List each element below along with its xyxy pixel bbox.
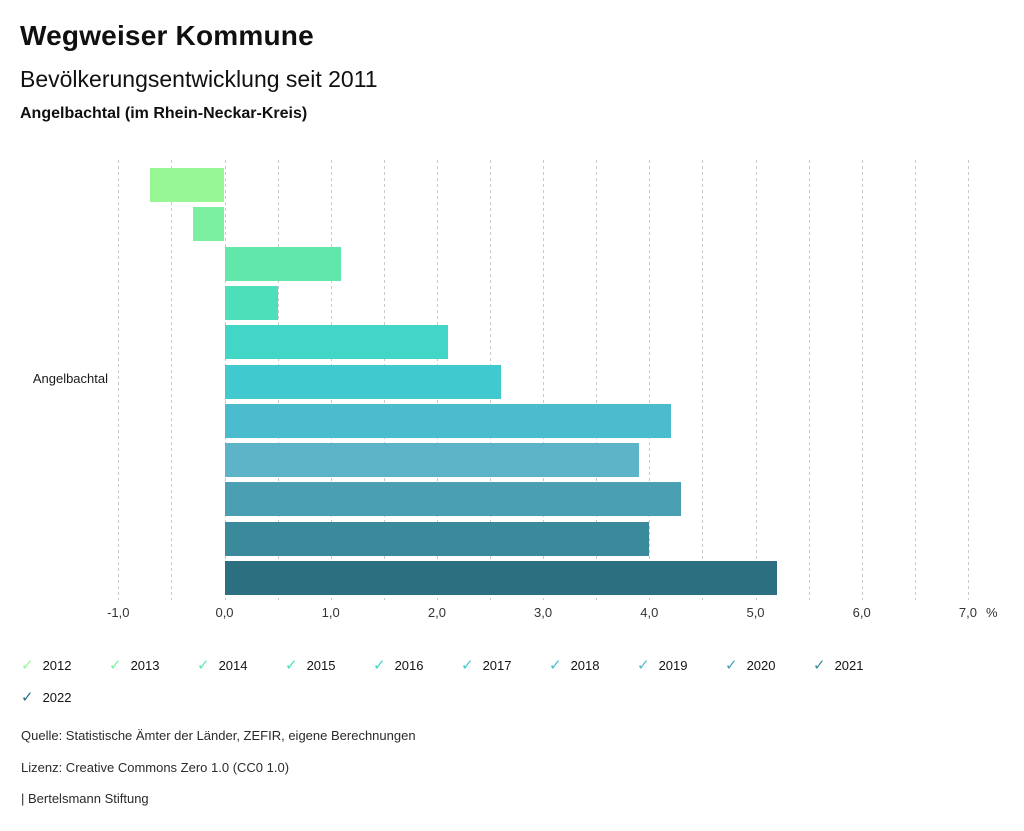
legend-year-label: 2018 xyxy=(570,658,600,673)
legend-year-label: 2014 xyxy=(218,658,248,673)
bar-2017[interactable] xyxy=(224,364,501,399)
legend-year-label: 2017 xyxy=(482,658,512,673)
legend-year-label: 2020 xyxy=(746,658,776,673)
checkmark-icon: ✓ xyxy=(461,657,474,674)
legend-item-2015[interactable]: ✓ 2015 xyxy=(285,658,336,673)
bar-2013[interactable] xyxy=(192,207,225,242)
gridline xyxy=(861,160,863,600)
checkmark-icon: ✓ xyxy=(21,657,34,674)
checkmark-icon: ✓ xyxy=(109,657,122,674)
gridline xyxy=(171,160,173,600)
chart-title: Bevölkerungsentwicklung seit 2011 xyxy=(20,66,378,92)
gridline xyxy=(543,160,545,600)
legend-item-2019[interactable]: ✓ 2019 xyxy=(637,658,688,673)
x-tick-2,0: 2,0 xyxy=(427,605,446,620)
legend-year-label: 2016 xyxy=(394,658,424,673)
legend-item-2020[interactable]: ✓ 2020 xyxy=(725,658,776,673)
population-bar-chart: Angelbachtal -1,0 0,0 1,0 2,0 3,0 4,0 5,0 6,0 7,… xyxy=(0,155,1024,625)
bar-2012[interactable] xyxy=(150,168,225,202)
legend-year-label: 2019 xyxy=(658,658,688,673)
x-tick-7,0: 7,0 xyxy=(958,605,977,620)
gridline xyxy=(118,160,120,600)
legend-item-2013[interactable]: ✓ 2013 xyxy=(109,658,160,673)
legend-year-label: 2012 xyxy=(42,658,72,673)
legend-item-2012[interactable]: ✓ 2012 xyxy=(21,658,72,673)
bar-2019[interactable] xyxy=(224,443,639,478)
legend-year-label: 2021 xyxy=(834,658,864,673)
gridline xyxy=(702,160,704,600)
bar-2016[interactable] xyxy=(224,325,448,360)
legend: ✓ 2012 ✓ 2013 ✓ 2014 ✓ 2015 ✓ 2016 ✓ 2017 ✓ 2018 ✓ 2019… xyxy=(0,650,1024,720)
bar-2021[interactable] xyxy=(224,521,650,556)
category-label: Angelbachtal xyxy=(32,371,108,386)
legend-item-2021[interactable]: ✓ 2021 xyxy=(813,658,864,673)
gridline xyxy=(967,160,969,600)
bar-2015[interactable] xyxy=(224,285,278,320)
legend-item-2022[interactable]: ✓ 2022 xyxy=(21,690,72,705)
bar-2022[interactable] xyxy=(224,561,777,595)
bar-2018[interactable] xyxy=(224,403,671,438)
gridline xyxy=(596,160,598,600)
attribution-note: | Bertelsmann Stiftung xyxy=(21,791,149,806)
checkmark-icon: ✓ xyxy=(197,657,210,674)
legend-item-2018[interactable]: ✓ 2018 xyxy=(549,658,600,673)
page-title: Wegweiser Kommune xyxy=(20,20,314,51)
legend-item-2016[interactable]: ✓ 2016 xyxy=(373,658,424,673)
checkmark-icon: ✓ xyxy=(21,689,34,706)
x-tick-5,0: 5,0 xyxy=(746,605,765,620)
legend-year-label: 2015 xyxy=(306,658,336,673)
x-tick-4,0: 4,0 xyxy=(640,605,659,620)
region-subtitle: Angelbachtal (im Rhein-Neckar-Kreis) xyxy=(20,105,308,122)
checkmark-icon: ✓ xyxy=(285,657,298,674)
checkmark-icon: ✓ xyxy=(373,657,386,674)
x-axis-unit-label: % xyxy=(986,605,998,620)
legend-item-2017[interactable]: ✓ 2017 xyxy=(461,658,512,673)
gridline xyxy=(914,160,916,600)
source-note: Quelle: Statistische Ämter der Länder, Z… xyxy=(21,728,416,743)
x-tick-1,0: 1,0 xyxy=(321,605,340,620)
x-tick-0,0: 0,0 xyxy=(215,605,234,620)
gridline xyxy=(649,160,651,600)
checkmark-icon: ✓ xyxy=(725,657,738,674)
checkmark-icon: ✓ xyxy=(813,657,826,674)
gridline xyxy=(808,160,810,600)
checkmark-icon: ✓ xyxy=(637,657,650,674)
x-tick-3,0: 3,0 xyxy=(534,605,553,620)
legend-year-label: 2013 xyxy=(130,658,160,673)
x-tick--1,0: -1,0 xyxy=(107,605,130,620)
legend-item-2014[interactable]: ✓ 2014 xyxy=(197,658,248,673)
license-note: Lizenz: Creative Commons Zero 1.0 (CC0 1… xyxy=(21,760,290,775)
legend-year-label: 2022 xyxy=(42,690,72,705)
bar-2014[interactable] xyxy=(224,246,342,281)
gridline xyxy=(755,160,757,600)
x-tick-6,0: 6,0 xyxy=(852,605,871,620)
checkmark-icon: ✓ xyxy=(549,657,562,674)
bar-2020[interactable] xyxy=(224,482,682,517)
